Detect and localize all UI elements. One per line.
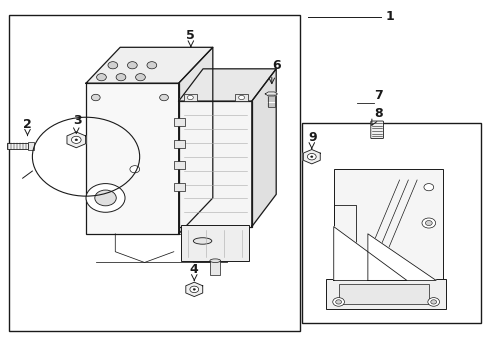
Text: 8: 8 [373, 107, 382, 120]
Bar [181, 225, 249, 261]
Circle shape [86, 184, 125, 212]
Circle shape [108, 62, 118, 69]
Bar [234, 94, 248, 101]
Circle shape [75, 139, 78, 141]
Polygon shape [86, 47, 212, 83]
Circle shape [425, 221, 431, 226]
Circle shape [97, 73, 106, 81]
Circle shape [430, 300, 436, 304]
Bar [173, 183, 184, 191]
Circle shape [421, 218, 435, 228]
Circle shape [238, 95, 244, 100]
Text: 3: 3 [73, 114, 82, 127]
Circle shape [159, 94, 168, 101]
Bar [193, 241, 211, 262]
Circle shape [310, 156, 312, 158]
Circle shape [189, 286, 198, 293]
Circle shape [307, 153, 316, 160]
Bar [9, 15, 299, 330]
Circle shape [332, 298, 344, 306]
Bar [333, 169, 443, 280]
Circle shape [71, 136, 81, 143]
Circle shape [423, 184, 433, 191]
Text: 7: 7 [373, 89, 382, 102]
Circle shape [95, 190, 116, 206]
Circle shape [116, 73, 125, 81]
Bar [173, 161, 184, 169]
Text: 4: 4 [189, 263, 198, 276]
Bar [183, 94, 197, 101]
Text: 9: 9 [308, 131, 316, 144]
Circle shape [127, 62, 137, 69]
Polygon shape [333, 226, 406, 280]
Bar [7, 143, 27, 149]
Bar [338, 284, 428, 304]
Text: 2: 2 [23, 117, 32, 131]
Text: 6: 6 [271, 59, 280, 72]
Circle shape [91, 94, 100, 101]
Bar [86, 83, 178, 234]
Circle shape [187, 95, 193, 100]
Polygon shape [251, 69, 276, 226]
Text: 1: 1 [385, 10, 394, 23]
FancyBboxPatch shape [370, 121, 383, 139]
Circle shape [130, 166, 140, 173]
Polygon shape [178, 47, 212, 234]
Polygon shape [264, 92, 277, 96]
Ellipse shape [209, 259, 220, 262]
Polygon shape [303, 149, 320, 164]
Circle shape [427, 298, 439, 306]
Circle shape [335, 300, 341, 304]
Circle shape [193, 288, 195, 290]
Text: 5: 5 [186, 29, 195, 42]
Bar [302, 123, 481, 323]
Bar [173, 140, 184, 148]
Bar [326, 279, 445, 309]
Bar [27, 142, 34, 150]
Bar [267, 94, 274, 107]
Circle shape [135, 73, 145, 81]
Circle shape [147, 62, 157, 69]
Polygon shape [67, 132, 85, 148]
Polygon shape [367, 234, 435, 280]
Bar [210, 261, 220, 275]
Ellipse shape [193, 238, 211, 244]
Bar [173, 118, 184, 126]
Polygon shape [185, 282, 203, 297]
Polygon shape [178, 69, 276, 101]
Bar [178, 101, 251, 226]
